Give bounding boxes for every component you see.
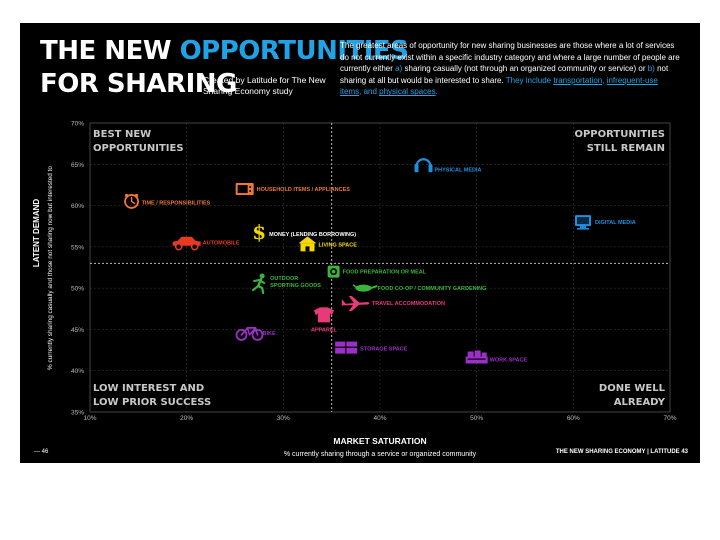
- svg-text:$: $: [252, 220, 266, 244]
- data-point: DIGITAL MEDIA: [575, 215, 636, 230]
- quadrant-label-top-right: OPPORTUNITIES: [574, 129, 665, 140]
- intro-text: The greatest areas of opportunity for ne…: [340, 40, 680, 98]
- airplane-icon: [341, 296, 370, 312]
- computer-icon: [575, 215, 591, 230]
- quadrant-label-bottom-left: LOW INTEREST AND: [93, 383, 204, 394]
- y-tick-label: 55%: [71, 244, 84, 251]
- x-tick-label: 70%: [663, 415, 676, 422]
- y-tick-label: 50%: [71, 286, 84, 293]
- quadrant-label-bottom-right: DONE WELL: [599, 383, 666, 394]
- intro-b: sharing casually (not through an organiz…: [402, 64, 648, 74]
- data-point: AUTOMOBILE: [172, 236, 240, 251]
- intro-link-physical-spaces[interactable]: physical spaces: [379, 87, 436, 97]
- data-point: TRAVEL ACCOMMODATION: [341, 296, 445, 312]
- point-label: APPAREL: [311, 327, 338, 333]
- data-point: OUTDOOR SPORTING GOODS: [252, 273, 321, 295]
- intro-link-infrequent-use[interactable]: infrequent-use items: [340, 75, 658, 97]
- point-label: FOOD CO-OP / COMMUNITY GARDENING: [378, 286, 487, 292]
- intro-option-b: b): [647, 64, 655, 74]
- y-axis-subtitle: % currently sharing casually and those n…: [47, 166, 54, 370]
- quadrant-label-top-left: BEST NEW: [93, 129, 151, 140]
- headphones-icon: [414, 158, 433, 173]
- runner-icon: [252, 273, 266, 295]
- data-point: LIVING SPACE: [298, 236, 358, 252]
- intro-a: The greatest areas of opportunity for ne…: [340, 41, 680, 74]
- house-icon: [298, 236, 317, 252]
- point-label: TIME / RESPONSIBILITIES: [142, 200, 211, 206]
- shirt-icon: [313, 307, 334, 323]
- point-label: STORAGE SPACE: [360, 347, 407, 353]
- title-part-1: THE NEW: [40, 36, 180, 66]
- y-tick-label: 60%: [71, 203, 84, 210]
- intro-g: .: [435, 87, 438, 97]
- storage-icon: [335, 341, 358, 354]
- point-label: LIVING SPACE: [319, 242, 358, 248]
- x-tick-label: 10%: [83, 415, 96, 422]
- y-axis-title: LATENT DEMAND: [32, 199, 41, 268]
- x-tick-label: 40%: [373, 415, 386, 422]
- intro-option-a: a): [395, 64, 403, 74]
- quadrant-label-top-left: OPPORTUNITIES: [93, 143, 184, 154]
- point-label: TRAVEL ACCOMMODATION: [372, 301, 445, 307]
- x-axis-title: MARKET SATURATION: [333, 436, 426, 446]
- title-accent: OPPORTUNITIES: [179, 36, 409, 66]
- title-line-2: FOR SHARING: [40, 69, 237, 99]
- credit-text: Created by Latitude for The New Sharing …: [203, 75, 326, 97]
- data-point: HOUSEHOLD ITEMS / APPLIANCES: [235, 183, 351, 196]
- y-tick-label: 45%: [71, 327, 84, 334]
- slide: THE NEW OPPORTUNITIES FOR SHARING Create…: [20, 23, 700, 463]
- y-tick-label: 40%: [71, 368, 84, 375]
- intro-link-transportation[interactable]: transportation: [553, 75, 603, 85]
- quadrant-label-bottom-right: ALREADY: [614, 397, 666, 408]
- data-point: TIME / RESPONSIBILITIES: [124, 193, 211, 209]
- intro-c: not sharing at all but would be interest…: [340, 64, 669, 85]
- title-line-1: THE NEW OPPORTUNITIES: [40, 36, 409, 66]
- point-label: HOUSEHOLD ITEMS / APPLIANCES: [257, 187, 351, 193]
- car-icon: [172, 236, 201, 251]
- garden-icon: [352, 284, 378, 292]
- point-label: PHYSICAL MEDIA: [435, 167, 482, 173]
- point-label: FOOD PREPARATION OR MEAL: [343, 270, 427, 276]
- dollar-icon: $: [252, 220, 266, 244]
- data-point: FOOD PREPARATION OR MEAL: [327, 265, 427, 278]
- data-point: WORK SPACE: [465, 350, 528, 364]
- quadrant-label-bottom-left: LOW PRIOR SUCCESS: [93, 397, 211, 408]
- intro-e: ,: [602, 75, 607, 85]
- food-icon: [327, 265, 340, 278]
- x-tick-label: 20%: [180, 415, 193, 422]
- data-point: $ MONEY (LENDING BORROWING): [252, 220, 356, 244]
- point-label: WORK SPACE: [490, 358, 528, 364]
- x-tick-label: 50%: [470, 415, 483, 422]
- page-number: — 46: [34, 449, 49, 455]
- data-point: STORAGE SPACE: [335, 341, 408, 354]
- quadrant-label-top-right: STILL REMAIN: [587, 143, 665, 154]
- clock-icon: [124, 193, 139, 209]
- point-label: MONEY (LENDING BORROWING): [269, 232, 356, 238]
- data-point: FOOD CO-OP / COMMUNITY GARDENING: [352, 284, 487, 292]
- intro-f: , and: [359, 87, 380, 97]
- data-point: APPAREL: [311, 307, 338, 333]
- point-label: BIKE: [263, 331, 276, 337]
- point-label: OUTDOOR SPORTING GOODS: [270, 276, 321, 289]
- point-label: AUTOMOBILE: [203, 241, 240, 247]
- data-point: PHYSICAL MEDIA: [414, 158, 482, 173]
- intro-d: They include: [505, 75, 554, 85]
- y-tick-label: 35%: [71, 410, 84, 417]
- microwave-icon: [235, 183, 254, 196]
- x-axis-subtitle: % currently sharing through a service or…: [284, 451, 477, 458]
- opportunity-chart: 10% 20% 30% 40% 50% 60% 70% 35% 40% 45% 50% 55% 60% 6…: [32, 121, 677, 459]
- x-tick-label: 30%: [277, 415, 290, 422]
- y-tick-label: 65%: [71, 162, 84, 169]
- x-tick-label: 60%: [567, 415, 580, 422]
- y-tick-label: 70%: [71, 121, 84, 128]
- office-icon: [465, 350, 488, 364]
- data-point: BIKE: [235, 327, 276, 341]
- point-label: DIGITAL MEDIA: [595, 220, 636, 226]
- footer-brand: THE NEW SHARING ECONOMY | LATITUDE 43: [555, 449, 688, 455]
- bike-icon: [235, 327, 264, 341]
